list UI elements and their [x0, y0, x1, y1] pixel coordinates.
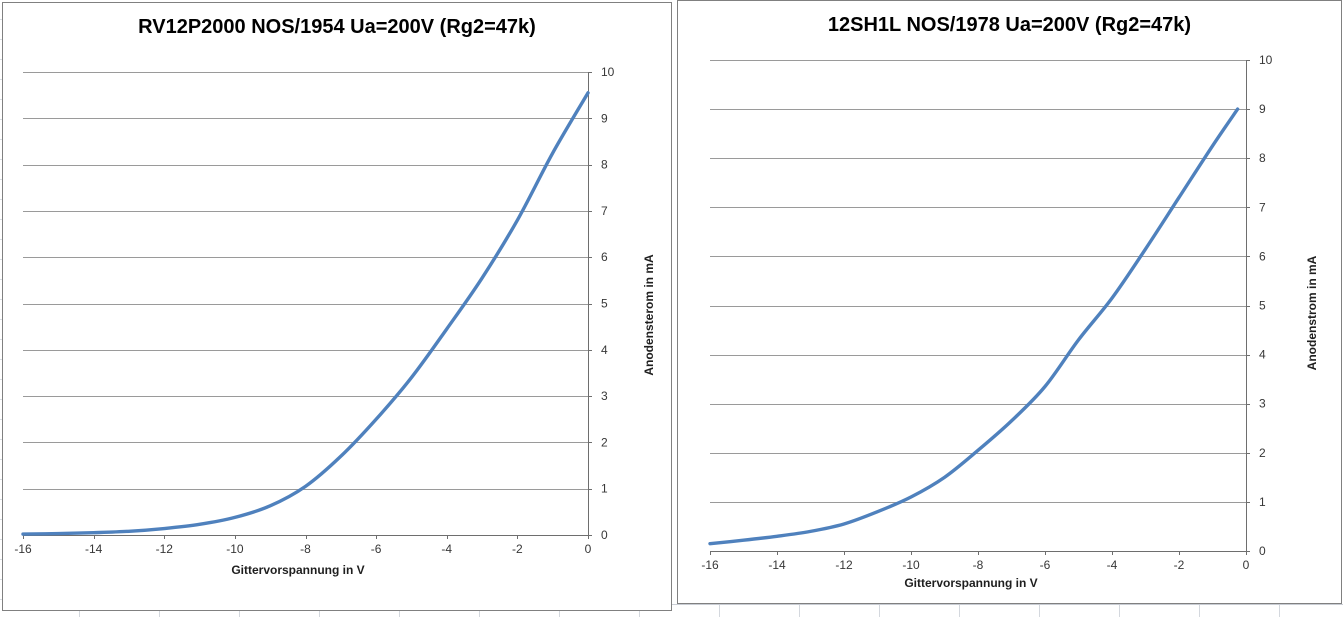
- y-tick-label: 6: [601, 250, 608, 264]
- y-tick-label: 5: [601, 297, 608, 311]
- x-tick-label: -12: [156, 542, 174, 556]
- y-tick-label: 10: [1259, 53, 1273, 67]
- y-axis-title: Anodenstrom in mA: [1305, 255, 1319, 371]
- x-tick-label: -16: [14, 542, 32, 556]
- x-tick-label: -14: [85, 542, 103, 556]
- axes: [710, 60, 1250, 555]
- x-tick-label: -8: [973, 558, 984, 572]
- x-axis-title: Gittervorspannung in V: [231, 563, 365, 577]
- x-tick-label: -2: [1174, 558, 1185, 572]
- chart-panel-rv12p2000: -16 -14 -12 -10 -8 -6 -4 -2 0 0 1 2 3 4 5 6 7 8 9 10 RV12P2…: [2, 2, 672, 611]
- x-tick-label: -8: [300, 542, 311, 556]
- axes: [23, 72, 592, 539]
- tick-labels: -16 -14 -12 -10 -8 -6 -4 -2 00 1 2 3 4 5 6 7 8 9 10: [701, 53, 1272, 572]
- x-tick-label: -14: [768, 558, 786, 572]
- x-tick-label: -6: [1040, 558, 1051, 572]
- series-line: [21, 91, 590, 536]
- y-tick-label: 9: [601, 111, 608, 125]
- y-tick-label: 8: [601, 158, 608, 172]
- y-tick-label: 7: [1259, 200, 1266, 214]
- spreadsheet-row-lines: [0, 0, 2, 617]
- x-tick-label: -12: [835, 558, 853, 572]
- x-tick-label: -4: [441, 542, 452, 556]
- plot-area: -16 -14 -12 -10 -8 -6 -4 -2 00 1 2 3 4 5 6 7 8 9 10: [701, 53, 1272, 572]
- gridlines: [23, 72, 588, 490]
- x-tick-label: 0: [1243, 558, 1250, 572]
- x-tick-label: -10: [226, 542, 244, 556]
- y-tick-label: 1: [601, 482, 608, 496]
- x-tick-label: -10: [902, 558, 920, 572]
- x-tick-label: -4: [1107, 558, 1118, 572]
- x-tick-label: 0: [585, 542, 592, 556]
- x-tick-label: -16: [701, 558, 719, 572]
- plot-area: -16 -14 -12 -10 -8 -6 -4 -2 00 1 2 3 4 5 6 7 8 9 10: [14, 65, 614, 556]
- y-tick-label: 10: [601, 65, 615, 79]
- y-tick-label: 9: [1259, 102, 1266, 116]
- y-tick-label: 3: [601, 389, 608, 403]
- y-tick-label: 1: [1259, 495, 1266, 509]
- gridlines: [710, 60, 1246, 503]
- y-tick-label: 0: [601, 528, 608, 542]
- y-tick-label: 6: [1259, 249, 1266, 263]
- chart-panel-12sh1l: -16 -14 -12 -10 -8 -6 -4 -2 0 0 1 2 3 4 5 6 7 8 9 10 12SH1L…: [677, 0, 1342, 604]
- y-tick-label: 5: [1259, 299, 1266, 313]
- y-tick-label: 8: [1259, 151, 1266, 165]
- y-axis-title: Anodensterom in mA: [642, 254, 656, 376]
- x-tick-label: -2: [512, 542, 523, 556]
- chart-title: RV12P2000 NOS/1954 Ua=200V (Rg2=47k): [138, 16, 536, 38]
- y-tick-label: 2: [1259, 446, 1266, 460]
- x-axis-title: Gittervorspannung in V: [904, 576, 1038, 590]
- series-line: [708, 107, 1240, 546]
- y-tick-label: 2: [601, 435, 608, 449]
- tick-labels: -16 -14 -12 -10 -8 -6 -4 -2 00 1 2 3 4 5 6 7 8 9 10: [14, 65, 614, 556]
- y-tick-label: 0: [1259, 544, 1266, 558]
- y-tick-label: 7: [601, 204, 608, 218]
- y-tick-label: 3: [1259, 397, 1266, 411]
- y-tick-label: 4: [1259, 348, 1266, 362]
- x-tick-label: -6: [371, 542, 382, 556]
- y-tick-label: 4: [601, 343, 608, 357]
- chart-title: 12SH1L NOS/1978 Ua=200V (Rg2=47k): [827, 14, 1192, 36]
